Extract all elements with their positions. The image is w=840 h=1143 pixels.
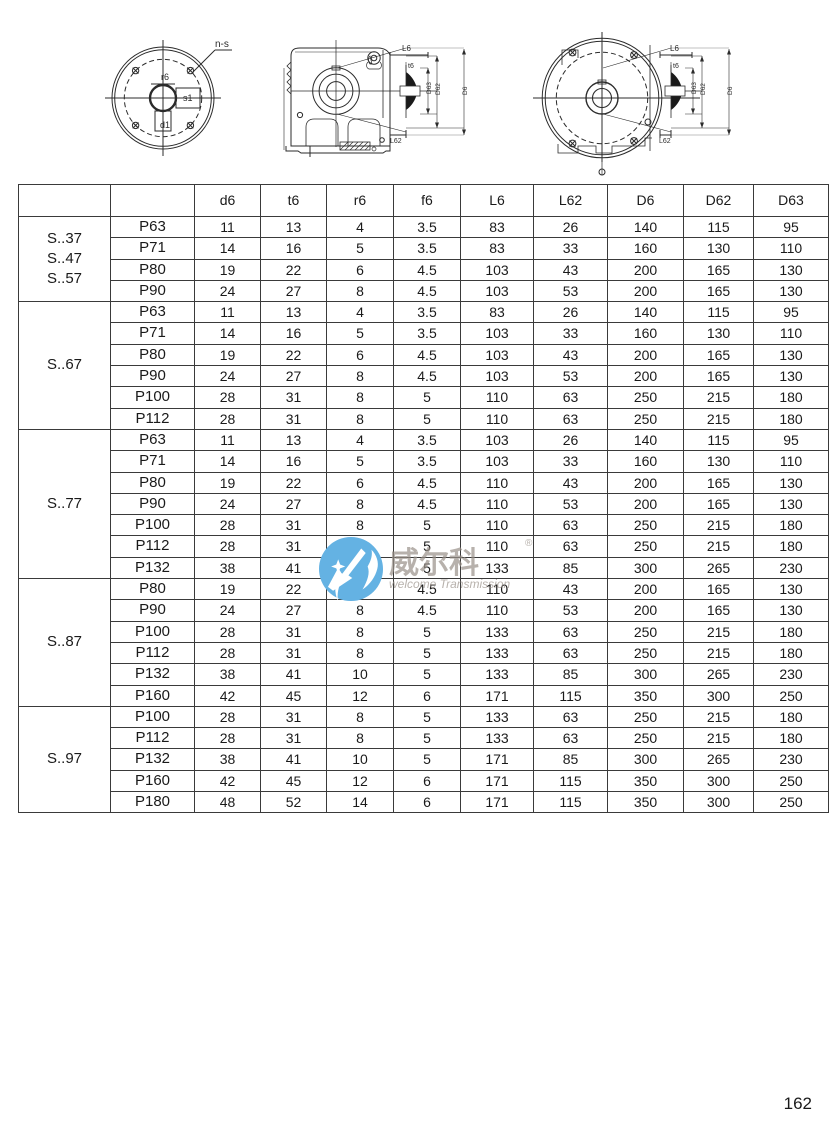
- svg-text:D6: D6: [727, 86, 734, 95]
- svg-text:L6: L6: [670, 44, 679, 53]
- svg-text:r6: r6: [161, 72, 169, 82]
- svg-text:D63: D63: [426, 82, 433, 94]
- svg-text:d1: d1: [160, 120, 170, 130]
- svg-text:L62: L62: [390, 138, 402, 145]
- svg-text:s1: s1: [183, 93, 193, 103]
- svg-text:n-s: n-s: [215, 39, 229, 50]
- svg-text:t6: t6: [673, 63, 679, 70]
- svg-text:D63: D63: [691, 82, 698, 94]
- svg-text:D62: D62: [700, 83, 707, 95]
- svg-text:D6: D6: [462, 86, 469, 95]
- svg-text:t6: t6: [408, 63, 414, 70]
- svg-text:D62: D62: [435, 83, 442, 95]
- svg-text:L62: L62: [659, 138, 671, 145]
